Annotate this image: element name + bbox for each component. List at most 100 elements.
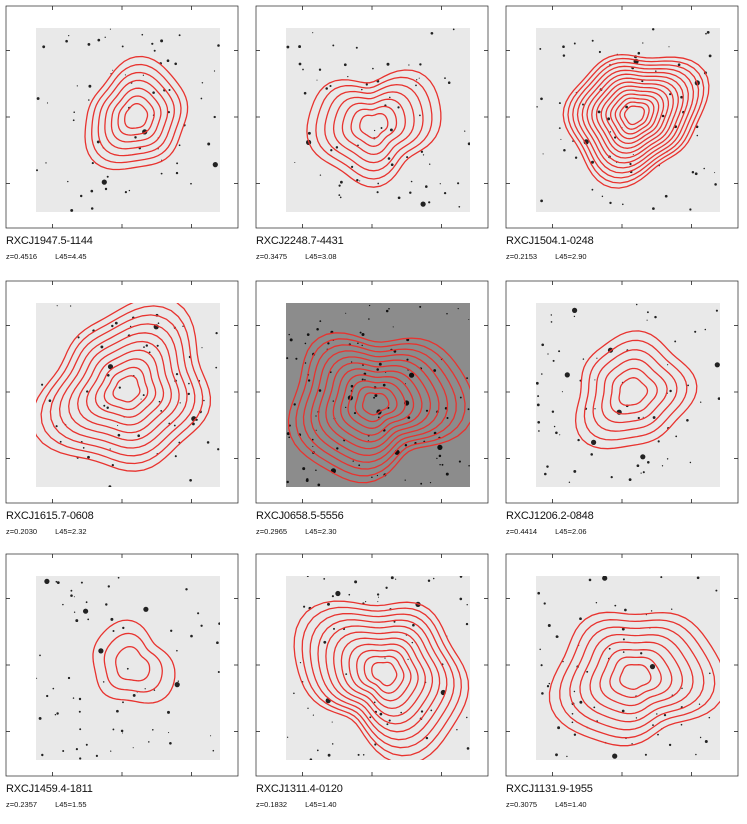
sky-background <box>286 28 470 212</box>
star <box>404 479 406 481</box>
redshift-label: z=0.2153 <box>506 252 538 261</box>
cluster-panel: RXCJ1131.9-1955 z=0.3075 L45=1.40 <box>502 550 742 820</box>
star <box>457 307 459 310</box>
star <box>656 713 658 715</box>
star <box>98 648 104 654</box>
star <box>187 392 190 396</box>
star <box>691 171 695 174</box>
cluster-image-frame <box>502 277 742 507</box>
star <box>217 448 220 451</box>
star <box>708 716 711 719</box>
cluster-image-frame <box>502 550 742 780</box>
star <box>540 199 543 203</box>
star <box>48 399 52 402</box>
xray-contour <box>302 344 457 470</box>
star <box>397 196 401 200</box>
star <box>46 694 49 698</box>
star <box>708 54 712 58</box>
xray-contour <box>619 101 650 130</box>
star <box>696 576 700 580</box>
cluster-panel: RXCJ2248.7-4431 z=0.3475 L45=3.08 <box>252 2 492 272</box>
redshift-label: z=0.4516 <box>6 252 38 261</box>
star <box>303 91 307 95</box>
star <box>329 84 332 88</box>
star <box>680 723 683 726</box>
xray-contour <box>117 95 155 136</box>
star <box>52 687 55 690</box>
axis-ticks <box>6 554 238 776</box>
star <box>117 424 119 427</box>
star <box>56 712 59 715</box>
cluster-name: RXCJ0658.5-5556 <box>256 510 344 522</box>
xray-contour <box>301 606 462 757</box>
star <box>107 364 114 370</box>
star <box>409 191 412 194</box>
redshift-label: z=0.2357 <box>6 800 38 809</box>
star <box>660 576 663 579</box>
xray-contour <box>623 105 645 126</box>
star <box>41 383 44 386</box>
star <box>612 753 618 759</box>
star <box>689 208 692 211</box>
star <box>422 154 425 156</box>
star <box>345 312 347 314</box>
axis-ticks <box>256 281 488 503</box>
star <box>389 96 391 99</box>
star <box>68 35 70 37</box>
star <box>597 110 601 114</box>
star <box>400 711 402 714</box>
star <box>573 733 577 736</box>
star <box>318 68 322 71</box>
star <box>73 111 75 113</box>
star <box>387 157 391 160</box>
star <box>88 84 92 88</box>
sky-background <box>286 576 470 760</box>
star <box>345 406 347 409</box>
xray-contour <box>361 392 390 416</box>
star <box>121 732 124 734</box>
xray-contour <box>295 338 466 477</box>
star <box>215 331 218 335</box>
star <box>333 627 335 630</box>
xray-contour <box>94 358 157 418</box>
star <box>566 755 568 758</box>
luminosity-label: L45=2.30 <box>305 527 337 536</box>
star <box>439 463 441 466</box>
star <box>550 314 552 316</box>
star <box>117 576 120 579</box>
redshift-label: z=0.2965 <box>256 527 288 536</box>
xray-contour <box>68 332 180 441</box>
star <box>106 406 109 410</box>
star <box>338 194 341 196</box>
star <box>167 710 170 714</box>
cluster-name: RXCJ2248.7-4431 <box>256 235 344 247</box>
star <box>406 156 409 159</box>
xray-contour <box>103 366 149 411</box>
star <box>56 305 58 307</box>
star <box>696 134 699 137</box>
star <box>635 303 638 306</box>
star <box>286 432 290 436</box>
star <box>168 732 170 734</box>
star <box>406 358 409 361</box>
cluster-image-frame <box>2 550 242 780</box>
star <box>388 308 390 310</box>
star <box>176 649 178 652</box>
star <box>72 697 75 699</box>
luminosity-label: L45=2.32 <box>55 527 87 536</box>
star <box>573 690 576 693</box>
star <box>468 465 470 467</box>
star <box>315 429 317 431</box>
star <box>573 469 577 473</box>
star <box>137 434 140 437</box>
star <box>160 410 163 412</box>
star <box>95 754 99 758</box>
star <box>79 194 83 198</box>
star <box>90 189 94 193</box>
star <box>151 42 154 45</box>
star <box>390 163 394 167</box>
star <box>293 692 295 695</box>
cluster-panel: RXCJ1459.4-1811 z=0.2357 L45=1.55 <box>2 550 242 820</box>
xray-contour <box>124 103 149 129</box>
cluster-image-frame <box>252 277 492 507</box>
